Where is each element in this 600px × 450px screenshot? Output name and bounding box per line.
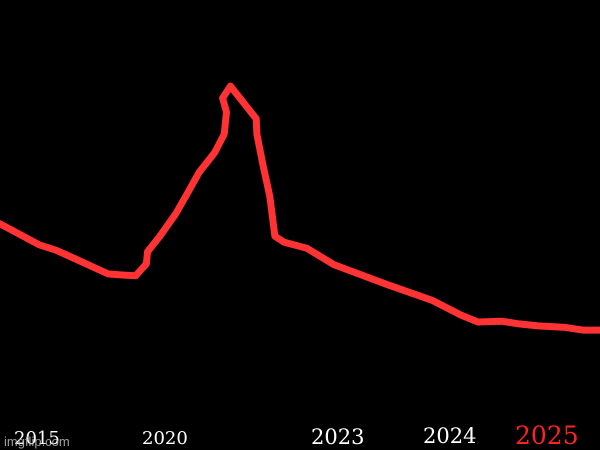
x-tick-label-2023: 2023: [311, 425, 364, 449]
x-axis-tick-labels: 2015 2020 2023 2024 2025: [14, 421, 579, 450]
x-tick-label-2025: 2025: [515, 421, 579, 450]
x-tick-label-2020: 2020: [142, 428, 188, 449]
series-group: [0, 82, 600, 334]
watermark-text: imgflip.com: [4, 434, 70, 449]
x-tick-label-2015: 2015: [14, 428, 60, 449]
x-tick-label-2024: 2024: [423, 424, 476, 448]
series-line-0: [0, 82, 600, 334]
